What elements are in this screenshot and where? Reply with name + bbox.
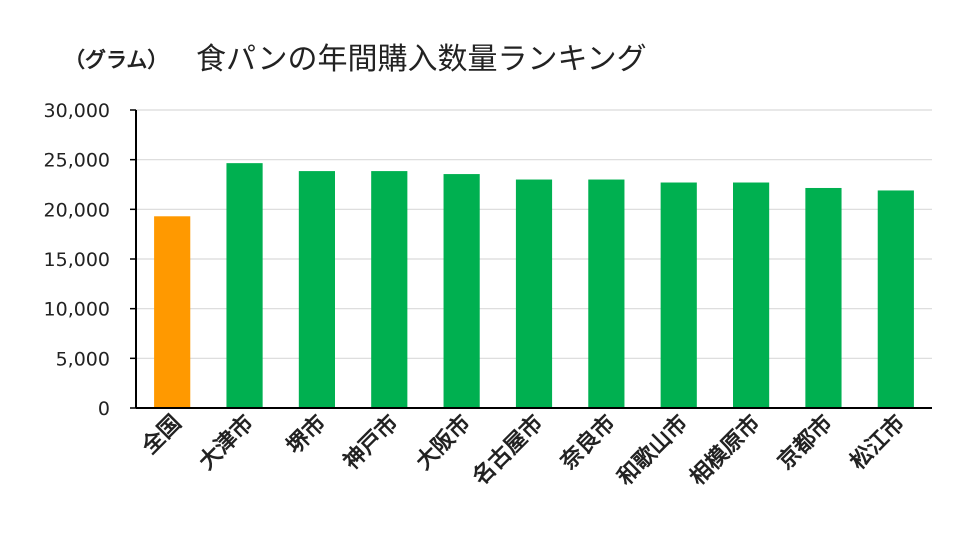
x-tick-label: 大津市 <box>194 410 259 475</box>
x-tick-label: 奈良市 <box>555 410 621 476</box>
bar <box>154 216 191 408</box>
bar <box>660 182 697 408</box>
unit-label: （グラム） <box>64 48 169 72</box>
y-tick-label: 25,000 <box>44 150 110 172</box>
y-tick-label: 10,000 <box>44 299 110 321</box>
chart-title: 食パンの年間購入数量ランキング <box>196 42 647 77</box>
x-tick-label: 堺市 <box>282 410 332 460</box>
bar <box>443 174 480 408</box>
x-tick-label: 相模原市 <box>685 410 766 491</box>
bar <box>298 171 335 408</box>
y-tick-label: 15,000 <box>44 249 110 271</box>
bar <box>226 163 263 408</box>
y-tick-label: 20,000 <box>44 199 110 221</box>
x-tick-label: 名古屋市 <box>468 410 549 491</box>
bar <box>733 182 770 408</box>
x-tick-label: 神戸市 <box>338 410 403 475</box>
x-tick-label: 松江市 <box>845 410 910 475</box>
x-tick-label: 京都市 <box>773 410 838 475</box>
y-tick-label: 0 <box>98 398 110 420</box>
bar <box>877 190 914 408</box>
y-tick-label: 5,000 <box>56 348 110 370</box>
bar <box>588 179 625 408</box>
y-tick-label: 30,000 <box>44 100 110 122</box>
bar <box>805 187 842 408</box>
x-tick-label: 大阪市 <box>411 410 476 475</box>
bar <box>515 179 553 408</box>
x-tick-label: 全国 <box>136 410 186 460</box>
bar <box>371 171 408 408</box>
x-tick-label: 和歌山市 <box>612 410 693 491</box>
